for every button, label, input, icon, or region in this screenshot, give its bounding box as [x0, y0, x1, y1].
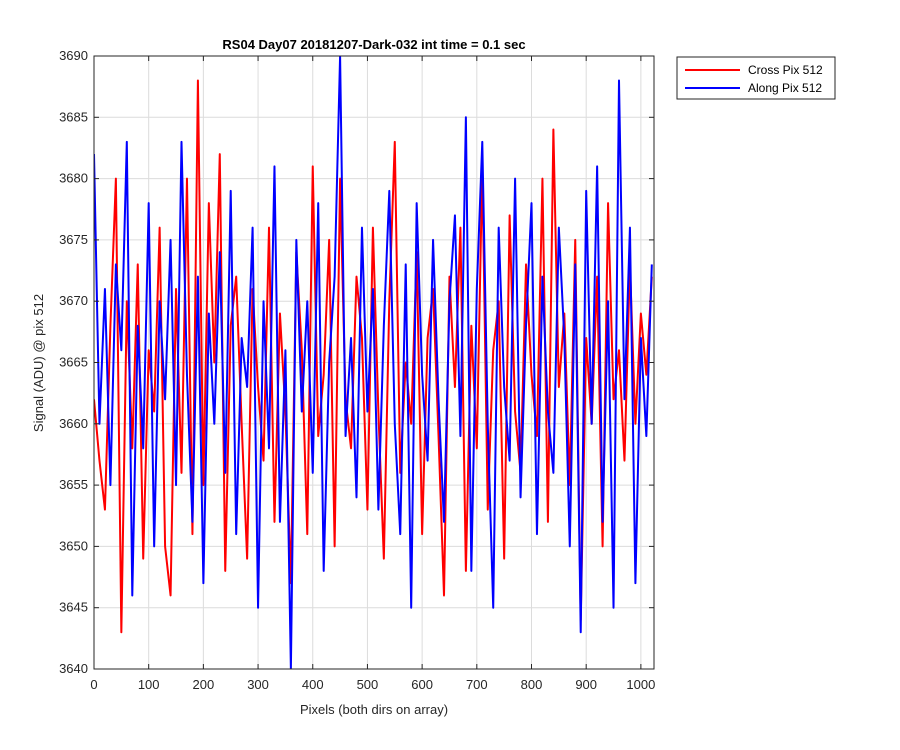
- y-tick-label: 3655: [59, 477, 88, 492]
- y-tick-label: 3670: [59, 293, 88, 308]
- x-tick-label: 500: [357, 677, 379, 692]
- x-tick-label: 800: [521, 677, 543, 692]
- legend-label-along: Along Pix 512: [748, 81, 822, 95]
- x-axis-label: Pixels (both dirs on array): [300, 702, 448, 717]
- y-tick-label: 3660: [59, 416, 88, 431]
- y-tick-label: 3680: [59, 171, 88, 186]
- x-tick-label: 300: [247, 677, 269, 692]
- y-tick-label: 3665: [59, 355, 88, 370]
- x-tick-label: 200: [193, 677, 215, 692]
- x-tick-label: 1000: [626, 677, 655, 692]
- x-tick-label: 400: [302, 677, 324, 692]
- x-tick-label: 900: [575, 677, 597, 692]
- x-tick-label: 100: [138, 677, 160, 692]
- x-tick-label: 700: [466, 677, 488, 692]
- y-tick-label: 3650: [59, 538, 88, 553]
- y-tick-label: 3640: [59, 661, 88, 676]
- x-tick-label: 600: [411, 677, 433, 692]
- legend-box: [676, 56, 836, 100]
- x-tick-label: 0: [90, 677, 97, 692]
- y-tick-label: 3645: [59, 600, 88, 615]
- chart-title: RS04 Day07 20181207-Dark-032 int time = …: [222, 37, 525, 52]
- y-tick-label: 3675: [59, 232, 88, 247]
- tick-marks: [93, 55, 654, 670]
- y-tick-label: 3690: [59, 48, 88, 63]
- y-tick-label: 3685: [59, 109, 88, 124]
- series-line-along-pix-512: [94, 56, 653, 669]
- y-tick-labels: 3640 3645 3650 3655 3660 3665 3670 3675 3680 3685…: [59, 48, 88, 676]
- legend: Cross Pix 512 Along Pix 512: [676, 56, 836, 100]
- series-line-cross-pix-512: [94, 79, 653, 634]
- y-axis-label: Signal (ADU) @ pix 512: [31, 294, 46, 432]
- x-tick-labels: 0 100 200 300 400 500 600 700 800 900 1000: [90, 677, 655, 692]
- legend-label-cross: Cross Pix 512: [748, 63, 823, 77]
- series-lines: [94, 56, 653, 669]
